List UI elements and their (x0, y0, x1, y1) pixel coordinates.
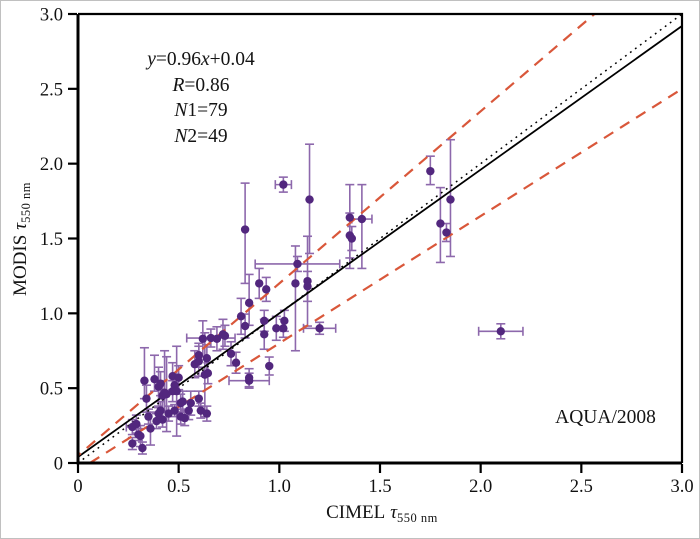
data-point (142, 394, 151, 403)
data-point (194, 394, 203, 403)
y-axis-title: MODIS τ550 nm (10, 129, 36, 349)
x-axis-tick-label: 1.0 (268, 477, 291, 497)
data-point (220, 331, 230, 340)
data-point (150, 374, 159, 384)
data-point (496, 327, 505, 336)
dataset-label: AQUA/2008 (555, 407, 656, 428)
x-axis-title: CIMEL τ550 nm (80, 502, 684, 526)
data-point (202, 354, 212, 363)
data-point (170, 406, 179, 415)
data-point (174, 373, 183, 382)
y-axis-tick-label: 1.0 (40, 305, 63, 325)
data-point (202, 409, 212, 418)
data-point (226, 349, 236, 358)
data-point (305, 195, 314, 204)
data-point (203, 369, 213, 378)
annotation-line: R=0.86 (172, 74, 230, 96)
data-point (240, 321, 250, 331)
x-axis-tick-label: 2.5 (570, 477, 593, 497)
data-point (357, 214, 367, 224)
data-point (180, 413, 189, 423)
data-point (138, 443, 147, 453)
data-point (136, 431, 145, 441)
data-point (158, 415, 167, 424)
data-point (293, 259, 302, 269)
data-point (146, 424, 155, 433)
x-axis-subscript: 550 nm (397, 511, 438, 525)
data-point (144, 412, 153, 421)
fit-statistics-annotation: y=0.96x+0.04 R=0.86 N1=79 N2=49 (101, 47, 301, 149)
y-axis-tick-label: 0.5 (40, 380, 63, 400)
data-point (156, 406, 165, 415)
data-point (156, 379, 165, 388)
axis-frame-secondary (78, 12, 684, 463)
x-axis-tick-label: 1.5 (368, 477, 391, 497)
data-point (436, 219, 445, 228)
data-point (184, 406, 193, 415)
y-axis-tick-label: 2.0 (40, 155, 63, 175)
data-point (303, 282, 312, 291)
envelope-lower (86, 86, 683, 464)
data-point (345, 213, 354, 222)
data-point (265, 361, 274, 371)
data-point (128, 439, 137, 448)
data-point (426, 166, 435, 176)
tau-symbol: τ (10, 222, 31, 230)
data-point (279, 180, 288, 189)
y-axis-tick-label: 3.0 (40, 6, 63, 26)
data-point (446, 195, 455, 204)
data-point (262, 285, 271, 294)
data-point (244, 298, 254, 308)
x-axis-tick-label: 0 (73, 477, 82, 497)
data-point (194, 351, 203, 360)
annotation-line: y=0.96x+0.04 (147, 49, 255, 70)
data-point (132, 419, 141, 429)
data-point (140, 376, 149, 385)
data-point (198, 334, 208, 343)
y-axis-tick-label: 0 (54, 455, 63, 475)
data-point (315, 324, 324, 333)
data-point (212, 334, 222, 343)
data-point (291, 279, 300, 288)
data-point (240, 225, 250, 234)
data-point (442, 228, 451, 237)
data-point (244, 373, 254, 382)
data-point (279, 324, 288, 333)
x-axis-title-text: CIMEL (326, 502, 386, 523)
data-point (280, 316, 289, 326)
y-axis-subscript: 550 nm (19, 182, 33, 223)
annotation-line: N2=49 (174, 125, 228, 147)
data-point (231, 358, 241, 367)
y-axis-title-text: MODIS (10, 234, 31, 296)
annotation-line: N1=79 (174, 100, 228, 121)
x-axis-tick-label: 0.5 (167, 477, 190, 497)
data-point (186, 398, 195, 408)
x-axis-tick-label: 3.0 (670, 477, 693, 497)
data-point (172, 386, 181, 396)
axis-frame-main (76, 14, 682, 465)
data-point (194, 357, 203, 366)
data-point (260, 316, 269, 326)
data-point (272, 324, 281, 333)
x-axis-tick-label: 2.0 (469, 477, 492, 497)
data-point (255, 279, 264, 288)
y-axis-tick-label: 1.5 (40, 230, 63, 250)
data-point (260, 330, 269, 339)
plot-area (78, 13, 683, 464)
data-point (347, 234, 357, 243)
y-axis-tick-label: 2.5 (40, 80, 63, 100)
tau-symbol: τ (390, 502, 398, 523)
data-point (178, 397, 187, 406)
data-point (236, 312, 246, 321)
